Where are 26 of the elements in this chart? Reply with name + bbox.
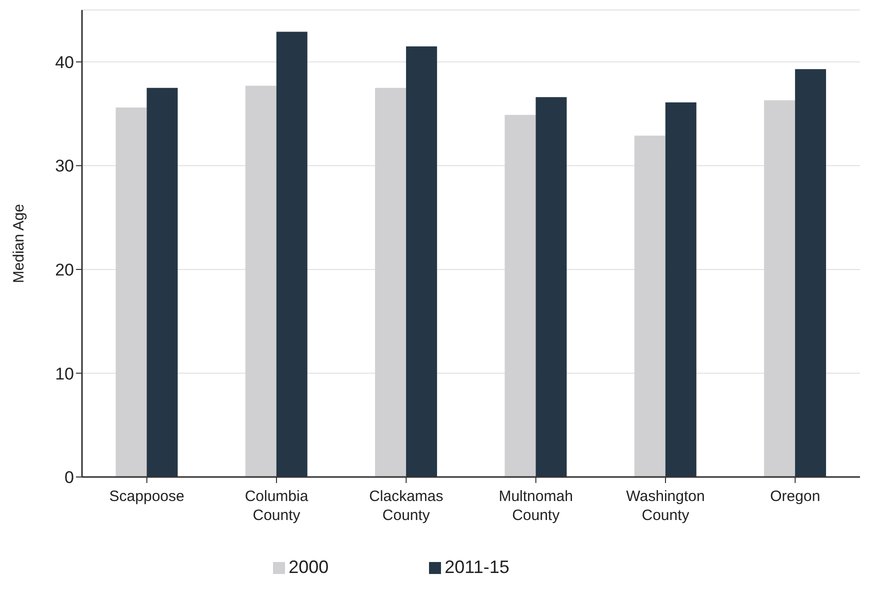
- bar: [116, 108, 147, 477]
- x-tick-label: Columbia County: [244, 488, 309, 524]
- y-tick-label: 20: [55, 260, 74, 280]
- bar: [406, 46, 438, 477]
- x-tick-label: Clackamas County: [369, 488, 444, 524]
- bar: [504, 114, 536, 477]
- x-tick-label: Oregon: [770, 488, 820, 505]
- bar: [375, 88, 406, 477]
- legend-label: 2011-15: [444, 557, 510, 577]
- bar: [764, 100, 796, 477]
- y-tick-label: 40: [55, 52, 74, 72]
- bar: [245, 86, 276, 477]
- y-tick-label: 0: [64, 468, 74, 488]
- y-tick-label: 10: [55, 364, 74, 384]
- bar: [634, 136, 666, 477]
- y-tick-label: 30: [55, 156, 74, 176]
- x-tick-label: Washington County: [626, 488, 705, 524]
- bar: [665, 102, 696, 477]
- bar: [276, 32, 308, 477]
- y-axis-title: Median Age: [10, 204, 28, 284]
- bar: [146, 88, 178, 477]
- bar: [795, 69, 826, 477]
- x-tick-label: Multnomah County: [498, 488, 573, 524]
- x-tick-label: Scappoose: [109, 488, 184, 505]
- bar: [536, 97, 567, 477]
- legend-label: 2000: [288, 557, 329, 577]
